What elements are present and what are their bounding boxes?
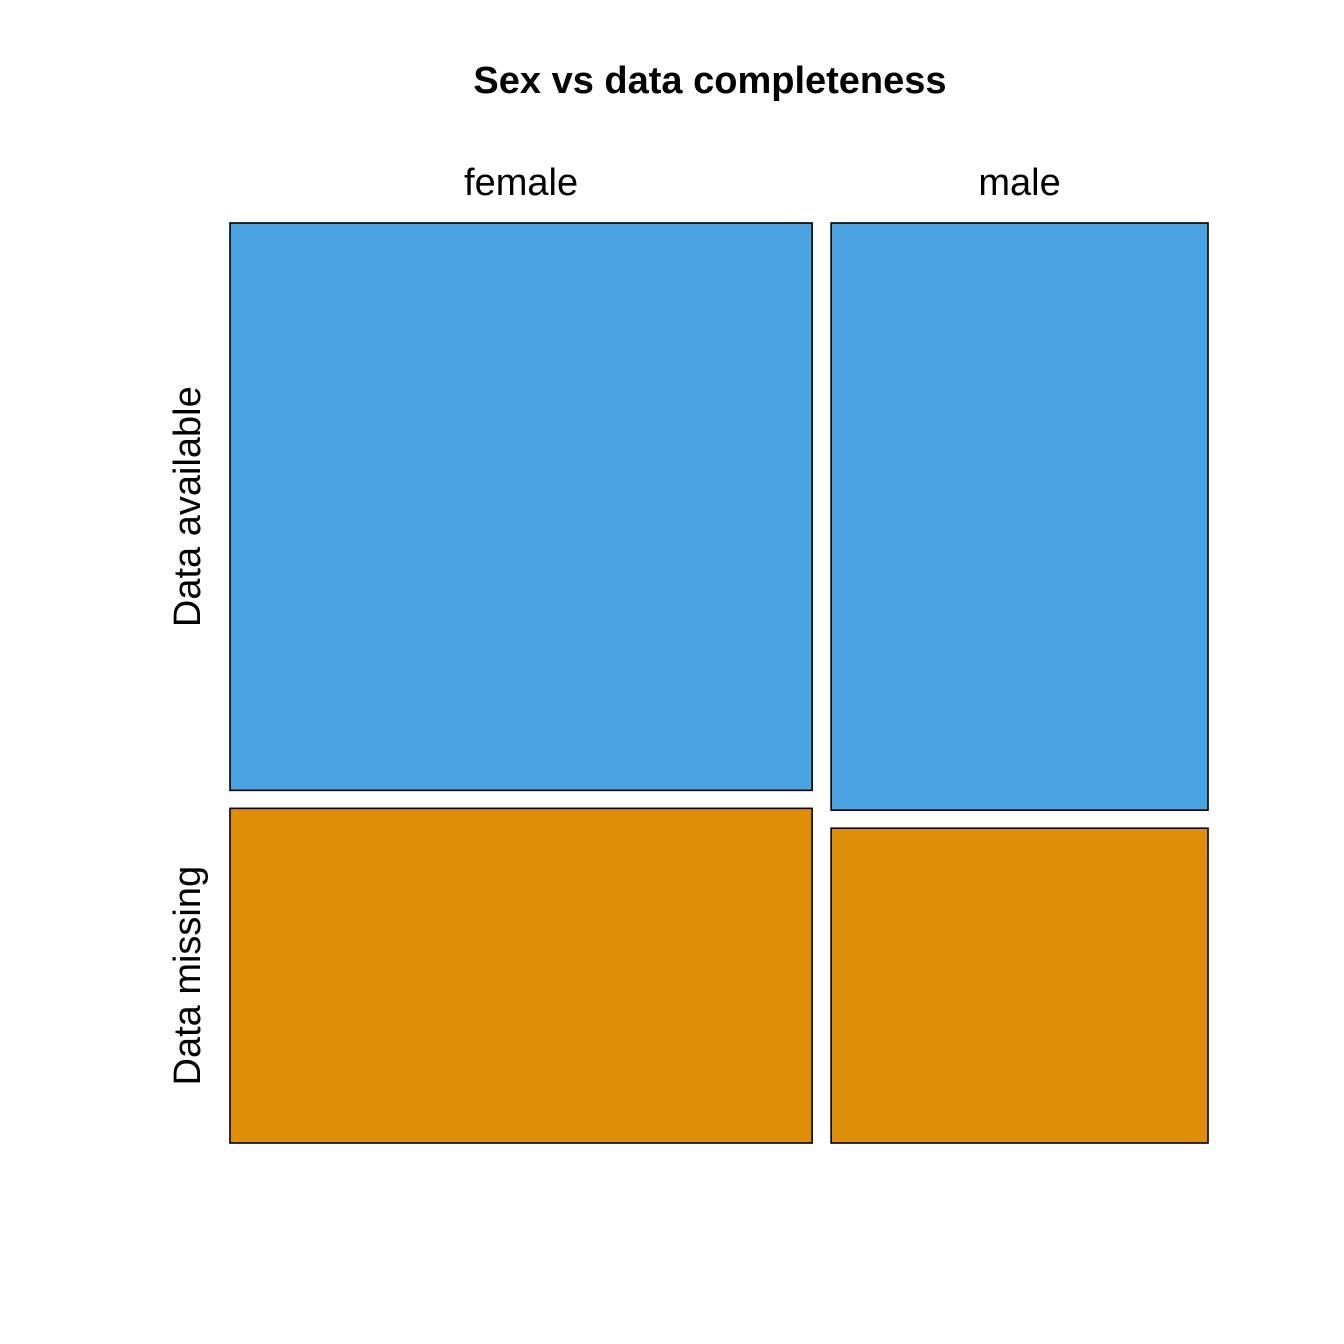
row-label-data-missing: Data missing xyxy=(167,866,209,1086)
column-labels: female male xyxy=(464,162,1061,204)
row-label-data-available: Data available xyxy=(167,386,209,627)
column-label-female: female xyxy=(464,162,578,204)
tile-male-data-missing xyxy=(830,827,1209,1144)
column-label-male: male xyxy=(978,162,1060,204)
tile-female-data-missing xyxy=(229,807,813,1144)
tile-male-data-available xyxy=(830,222,1209,812)
chart-title: Sex vs data completeness xyxy=(473,60,946,102)
mosaic-tiles xyxy=(229,222,1209,1144)
tile-female-data-available xyxy=(229,222,813,792)
row-labels: Data available Data missing xyxy=(167,386,209,1085)
